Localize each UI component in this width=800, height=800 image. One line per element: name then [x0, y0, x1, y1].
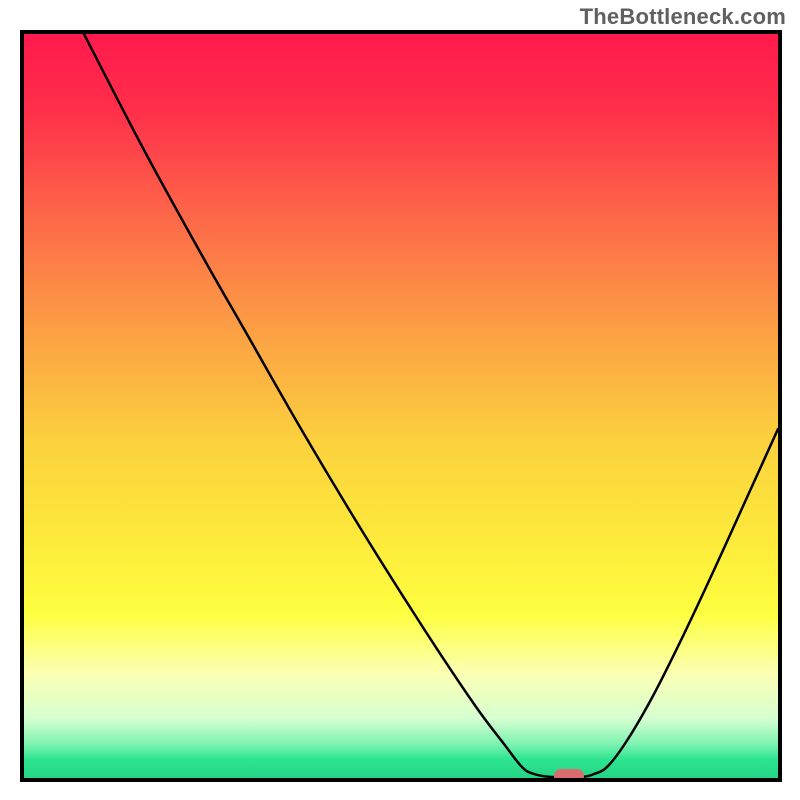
chart-frame: [20, 30, 782, 782]
optimum-marker: [554, 769, 584, 778]
chart-container: TheBottleneck.com: [0, 0, 800, 800]
watermark-text: TheBottleneck.com: [580, 4, 786, 30]
gradient-background: [24, 34, 778, 778]
bottleneck-chart: [24, 34, 778, 778]
